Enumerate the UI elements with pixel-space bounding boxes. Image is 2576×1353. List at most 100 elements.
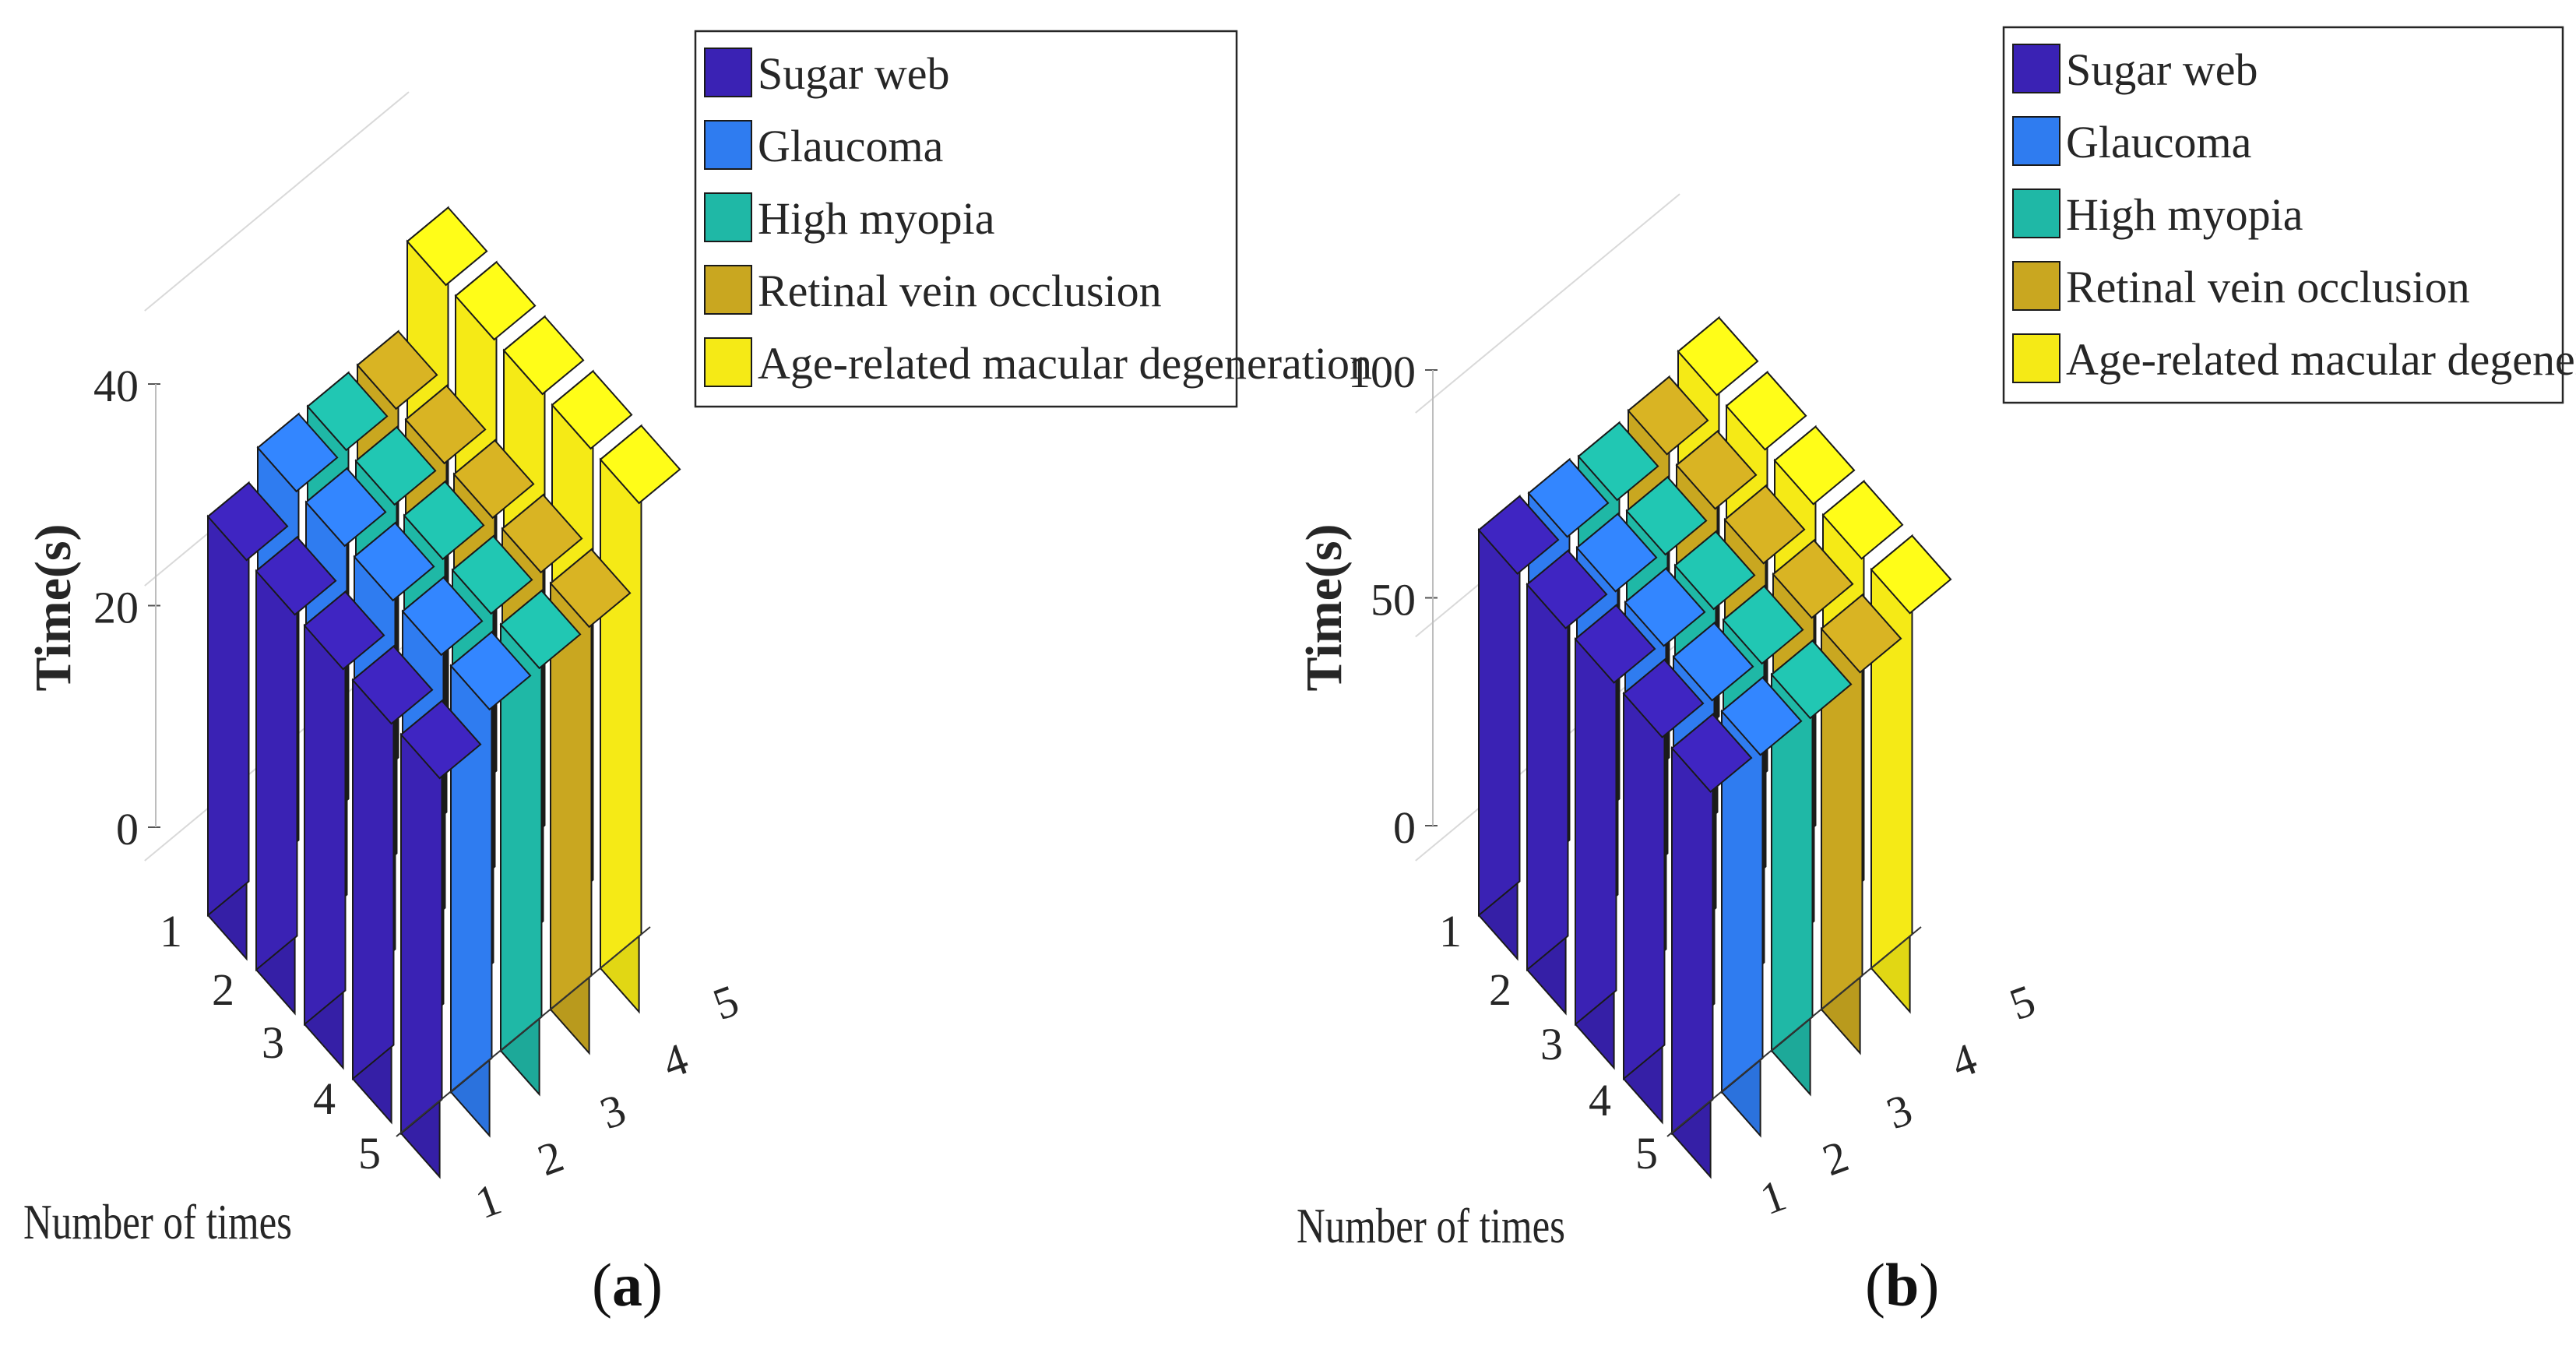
bar-face-top (206, 481, 289, 562)
bars (1477, 315, 1952, 1179)
bar-face-top (255, 536, 337, 616)
bar-face-top (404, 385, 487, 465)
bar-face-top (399, 699, 482, 780)
z-tick-label-3: 40 (93, 361, 139, 411)
bar-face-top (306, 372, 389, 452)
bar-b-s3-r5 (1770, 639, 1853, 1097)
z-axis: 0 20 40 (93, 361, 160, 854)
bar-face-top (1574, 604, 1656, 684)
series-tick-label-2: 2 (531, 1130, 569, 1186)
bar-face-top (1624, 567, 1706, 647)
bar-b-s1-r3 (1574, 603, 1656, 1070)
bars (206, 206, 681, 1179)
legend-box (2002, 26, 2564, 404)
legend-label-3: High myopia (758, 193, 994, 244)
bar-face-front (600, 424, 642, 971)
bar-b-s1-r5 (1670, 712, 1753, 1179)
y-axis-label: Time(s) (25, 523, 82, 691)
bar-face-top (1675, 430, 1758, 510)
bar-a-s5-r5 (599, 424, 681, 1014)
panel-caption-a: (a) (592, 1251, 663, 1319)
bar-face-top (353, 522, 435, 602)
x-tick-label-4: 4 (1589, 1075, 1611, 1126)
legend-swatch-2 (2012, 116, 2060, 166)
bar-face-top (1770, 640, 1853, 720)
x-tick-label-5: 5 (358, 1128, 381, 1179)
bar-face-top (1672, 622, 1754, 702)
bar-face-top (1677, 316, 1759, 396)
bar-face-top (1820, 594, 1902, 674)
legend-label-3: High myopia (2066, 189, 2303, 240)
legend-box (694, 30, 1238, 408)
x-tick-label-3: 3 (262, 1017, 284, 1068)
legend-swatch-4 (2012, 261, 2060, 311)
gridline-3 (144, 91, 410, 312)
bar-face-top (304, 467, 387, 548)
legend-label-2: Glaucoma (2066, 117, 2251, 167)
bar-face-top (499, 590, 582, 670)
bar-face-top (1526, 549, 1608, 629)
bar-face-top (1625, 476, 1708, 556)
bar-face-top (1723, 484, 1806, 565)
bar-face-top (1477, 495, 1560, 575)
bar-face-top (1821, 480, 1904, 560)
legend-swatch-1 (704, 48, 752, 97)
bar-face-top (303, 590, 385, 671)
bar-face-top (256, 413, 339, 493)
bar-face-top (356, 330, 438, 410)
legend-label-4: Retinal vein occlusion (758, 266, 1162, 316)
floor-edge-series (1666, 926, 1922, 1137)
bar-face-top (502, 315, 585, 396)
panel-caption-b: (b) (1865, 1251, 1940, 1319)
series-tick-label-3: 3 (1880, 1083, 1918, 1139)
series-tick-label-5: 5 (2003, 974, 2041, 1030)
series-tick-label-5: 5 (706, 974, 744, 1030)
z-tick-label-2: 50 (1371, 575, 1416, 625)
legend: Sugar web Glaucoma High myopia Retinal vein… (694, 30, 1372, 408)
z-tick-label-1: 0 (116, 804, 139, 854)
x-tick-label-2: 2 (1489, 964, 1511, 1015)
bar-b-s2-r5 (1720, 675, 1803, 1138)
bar-face-top (1773, 425, 1856, 506)
legend-swatch-3 (2012, 189, 2060, 238)
legend-label-5: Age-related macular degeneration (758, 338, 1372, 389)
z-tick-label-2: 20 (93, 583, 139, 633)
floor-edge-series (396, 926, 651, 1137)
bar-face-top (351, 645, 434, 725)
bar-b-s1-r1 (1477, 494, 1560, 961)
bar-face-top (1673, 530, 1756, 611)
x-axis-label: Number of times (1297, 1198, 1565, 1253)
bar-face-top (1575, 513, 1658, 593)
bar-b-s1-r4 (1622, 657, 1705, 1125)
floor-edges (396, 926, 651, 1137)
bar-face-top (401, 576, 484, 657)
bar-a-s3-r5 (499, 589, 582, 1097)
legend-swatch-5 (704, 337, 752, 387)
legend-swatch-1 (2012, 44, 2060, 93)
legend-label-1: Sugar web (758, 48, 949, 99)
bar-face-top (451, 535, 533, 615)
legend-label-2: Glaucoma (758, 121, 943, 171)
x-tick-label-2: 2 (212, 964, 234, 1015)
legend-swatch-3 (704, 192, 752, 242)
bar-face-top (549, 548, 632, 629)
bar-face-top (1722, 585, 1804, 665)
bar-a-s1-r4 (351, 644, 434, 1125)
x-tick-label-1: 1 (1439, 906, 1462, 957)
bar-a-s1-r1 (206, 481, 289, 961)
x-tick-label-5: 5 (1635, 1128, 1658, 1179)
series-tick-label-1: 1 (1754, 1169, 1792, 1224)
bar-face-top (551, 370, 633, 450)
z-axis: 0 50 100 (1348, 347, 1438, 853)
y-axis-label: Time(s) (1296, 523, 1353, 691)
legend-swatch-4 (704, 265, 752, 315)
bar-face-top (452, 439, 535, 520)
bar-b-s1-r2 (1526, 548, 1608, 1016)
bar-a-s1-r2 (255, 535, 337, 1016)
series-tick-label-1: 1 (469, 1173, 507, 1228)
bar-face-top (1622, 658, 1705, 738)
